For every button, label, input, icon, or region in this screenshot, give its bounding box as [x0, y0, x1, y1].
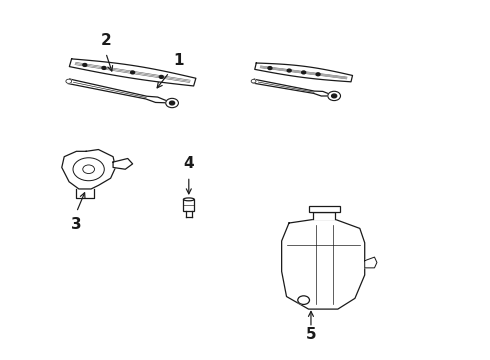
- Circle shape: [328, 91, 341, 100]
- Text: 1: 1: [174, 53, 184, 68]
- Circle shape: [287, 69, 291, 72]
- Circle shape: [298, 296, 310, 305]
- Text: 2: 2: [100, 33, 111, 48]
- Circle shape: [83, 63, 87, 66]
- Polygon shape: [68, 79, 172, 103]
- Bar: [309, 206, 340, 212]
- Polygon shape: [253, 79, 334, 96]
- Circle shape: [83, 165, 95, 174]
- Circle shape: [66, 79, 72, 84]
- Circle shape: [268, 67, 272, 69]
- Ellipse shape: [183, 198, 194, 201]
- Polygon shape: [255, 63, 352, 82]
- Circle shape: [302, 71, 306, 74]
- Circle shape: [73, 158, 104, 181]
- Circle shape: [332, 94, 337, 98]
- Circle shape: [159, 76, 163, 78]
- Text: 5: 5: [306, 328, 316, 342]
- Circle shape: [251, 80, 256, 83]
- Circle shape: [316, 73, 320, 76]
- Polygon shape: [314, 212, 335, 220]
- Text: 4: 4: [183, 156, 194, 171]
- Polygon shape: [113, 158, 133, 169]
- Text: 3: 3: [71, 217, 82, 232]
- Circle shape: [102, 67, 106, 69]
- Polygon shape: [282, 220, 365, 309]
- Circle shape: [166, 98, 178, 108]
- Polygon shape: [365, 257, 377, 268]
- Bar: [183, 199, 194, 211]
- Polygon shape: [62, 149, 116, 189]
- Polygon shape: [70, 59, 196, 86]
- Circle shape: [170, 101, 174, 105]
- Circle shape: [131, 71, 135, 74]
